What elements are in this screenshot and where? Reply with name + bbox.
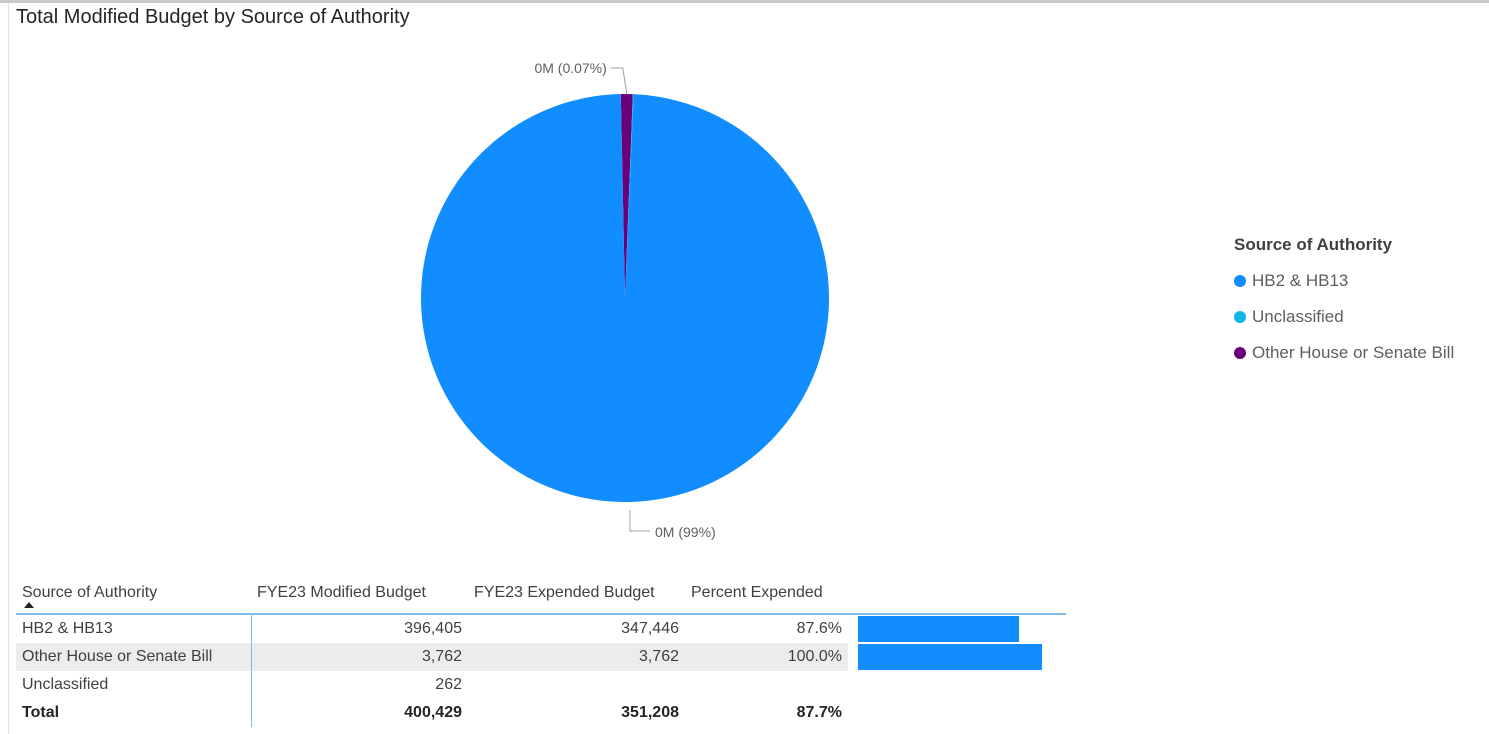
percent-bar-fill [858,616,1020,642]
row-expended [468,671,685,699]
visual-left-border [8,3,9,734]
row-modified: 396,405 [404,620,462,637]
data-label-hb2-hb13: 0M (99%) [655,524,716,540]
total-expended: 351,208 [621,704,679,721]
row-percent: 100.0% [685,643,848,671]
row-percent-bar [848,614,1066,643]
header-percent-expended[interactable]: Percent Expended [691,584,823,601]
total-bar-cell [848,699,1066,727]
table-row[interactable]: Other House or Senate Bill 3,762 3,762 1… [16,643,1066,671]
leader-line-hb2-hb13 [629,510,650,532]
total-percent: 87.7% [796,704,842,721]
pie-slice-hb2-hb13[interactable] [421,94,830,502]
budget-table: Source of Authority FYE23 Modified Budge… [16,573,1066,727]
header-label: Source of Authority [22,584,158,601]
header-source-of-authority[interactable]: Source of Authority [16,573,251,614]
row-source: Unclassified [16,671,252,699]
bar-track [858,644,1042,670]
legend-item-hb2-hb13[interactable]: HB2 & HB13 [1234,263,1454,299]
chart-title: Total Modified Budget by Source of Autho… [16,6,410,28]
sort-ascending-icon[interactable] [24,602,34,608]
row-expended: 3,762 [468,643,685,671]
visual-top-border [0,0,1489,3]
legend-title: Source of Authority [1234,235,1393,254]
row-percent-bar [848,671,1066,699]
legend-dot-other-bill [1234,347,1246,359]
legend-label: Unclassified [1252,307,1344,326]
header-modified-budget[interactable]: FYE23 Modified Budget [257,584,426,601]
row-source: HB2 & HB13 [16,614,252,643]
row-source: Other House or Senate Bill [16,643,252,671]
data-label-other-bill: 0M (0.07%) [534,60,606,76]
pie-chart: 0M (0.07%) 0M (99%) [421,60,830,540]
table-row[interactable]: HB2 & HB13 396,405 347,446 87.6% [16,614,1066,643]
total-label: Total [16,699,252,727]
table-row[interactable]: Unclassified 262 [16,671,1066,699]
row-percent: 87.6% [796,620,842,637]
legend-label: Other House or Senate Bill [1252,343,1455,362]
row-modified: 262 [435,676,462,693]
percent-bar-fill [858,644,1042,670]
legend-item-other-bill[interactable]: Other House or Senate Bill [1234,335,1454,371]
total-modified: 400,429 [404,704,462,721]
pie-slice-unclassified[interactable] [625,94,634,298]
row-percent-bar [848,643,1066,671]
legend-label: HB2 & HB13 [1252,271,1349,290]
leader-line-other-bill [610,67,628,95]
row-percent [685,671,848,699]
header-expended-budget[interactable]: FYE23 Expended Budget [474,584,655,601]
bar-track [858,616,1042,642]
legend-dot-hb2-hb13 [1234,275,1246,287]
legend: Source of Authority HB2 & HB13 Unclassif… [1234,235,1454,371]
legend-dot-unclassified [1234,311,1246,323]
pie-slice-other-house-or-senate-bill[interactable] [620,94,633,298]
row-modified: 3,762 [251,643,468,671]
table-header-row: Source of Authority FYE23 Modified Budge… [16,573,1066,614]
row-expended: 347,446 [621,620,679,637]
header-bar-column [848,573,1066,614]
table-total-row: Total 400,429 351,208 87.7% [16,699,1066,727]
legend-item-unclassified[interactable]: Unclassified [1234,299,1454,335]
